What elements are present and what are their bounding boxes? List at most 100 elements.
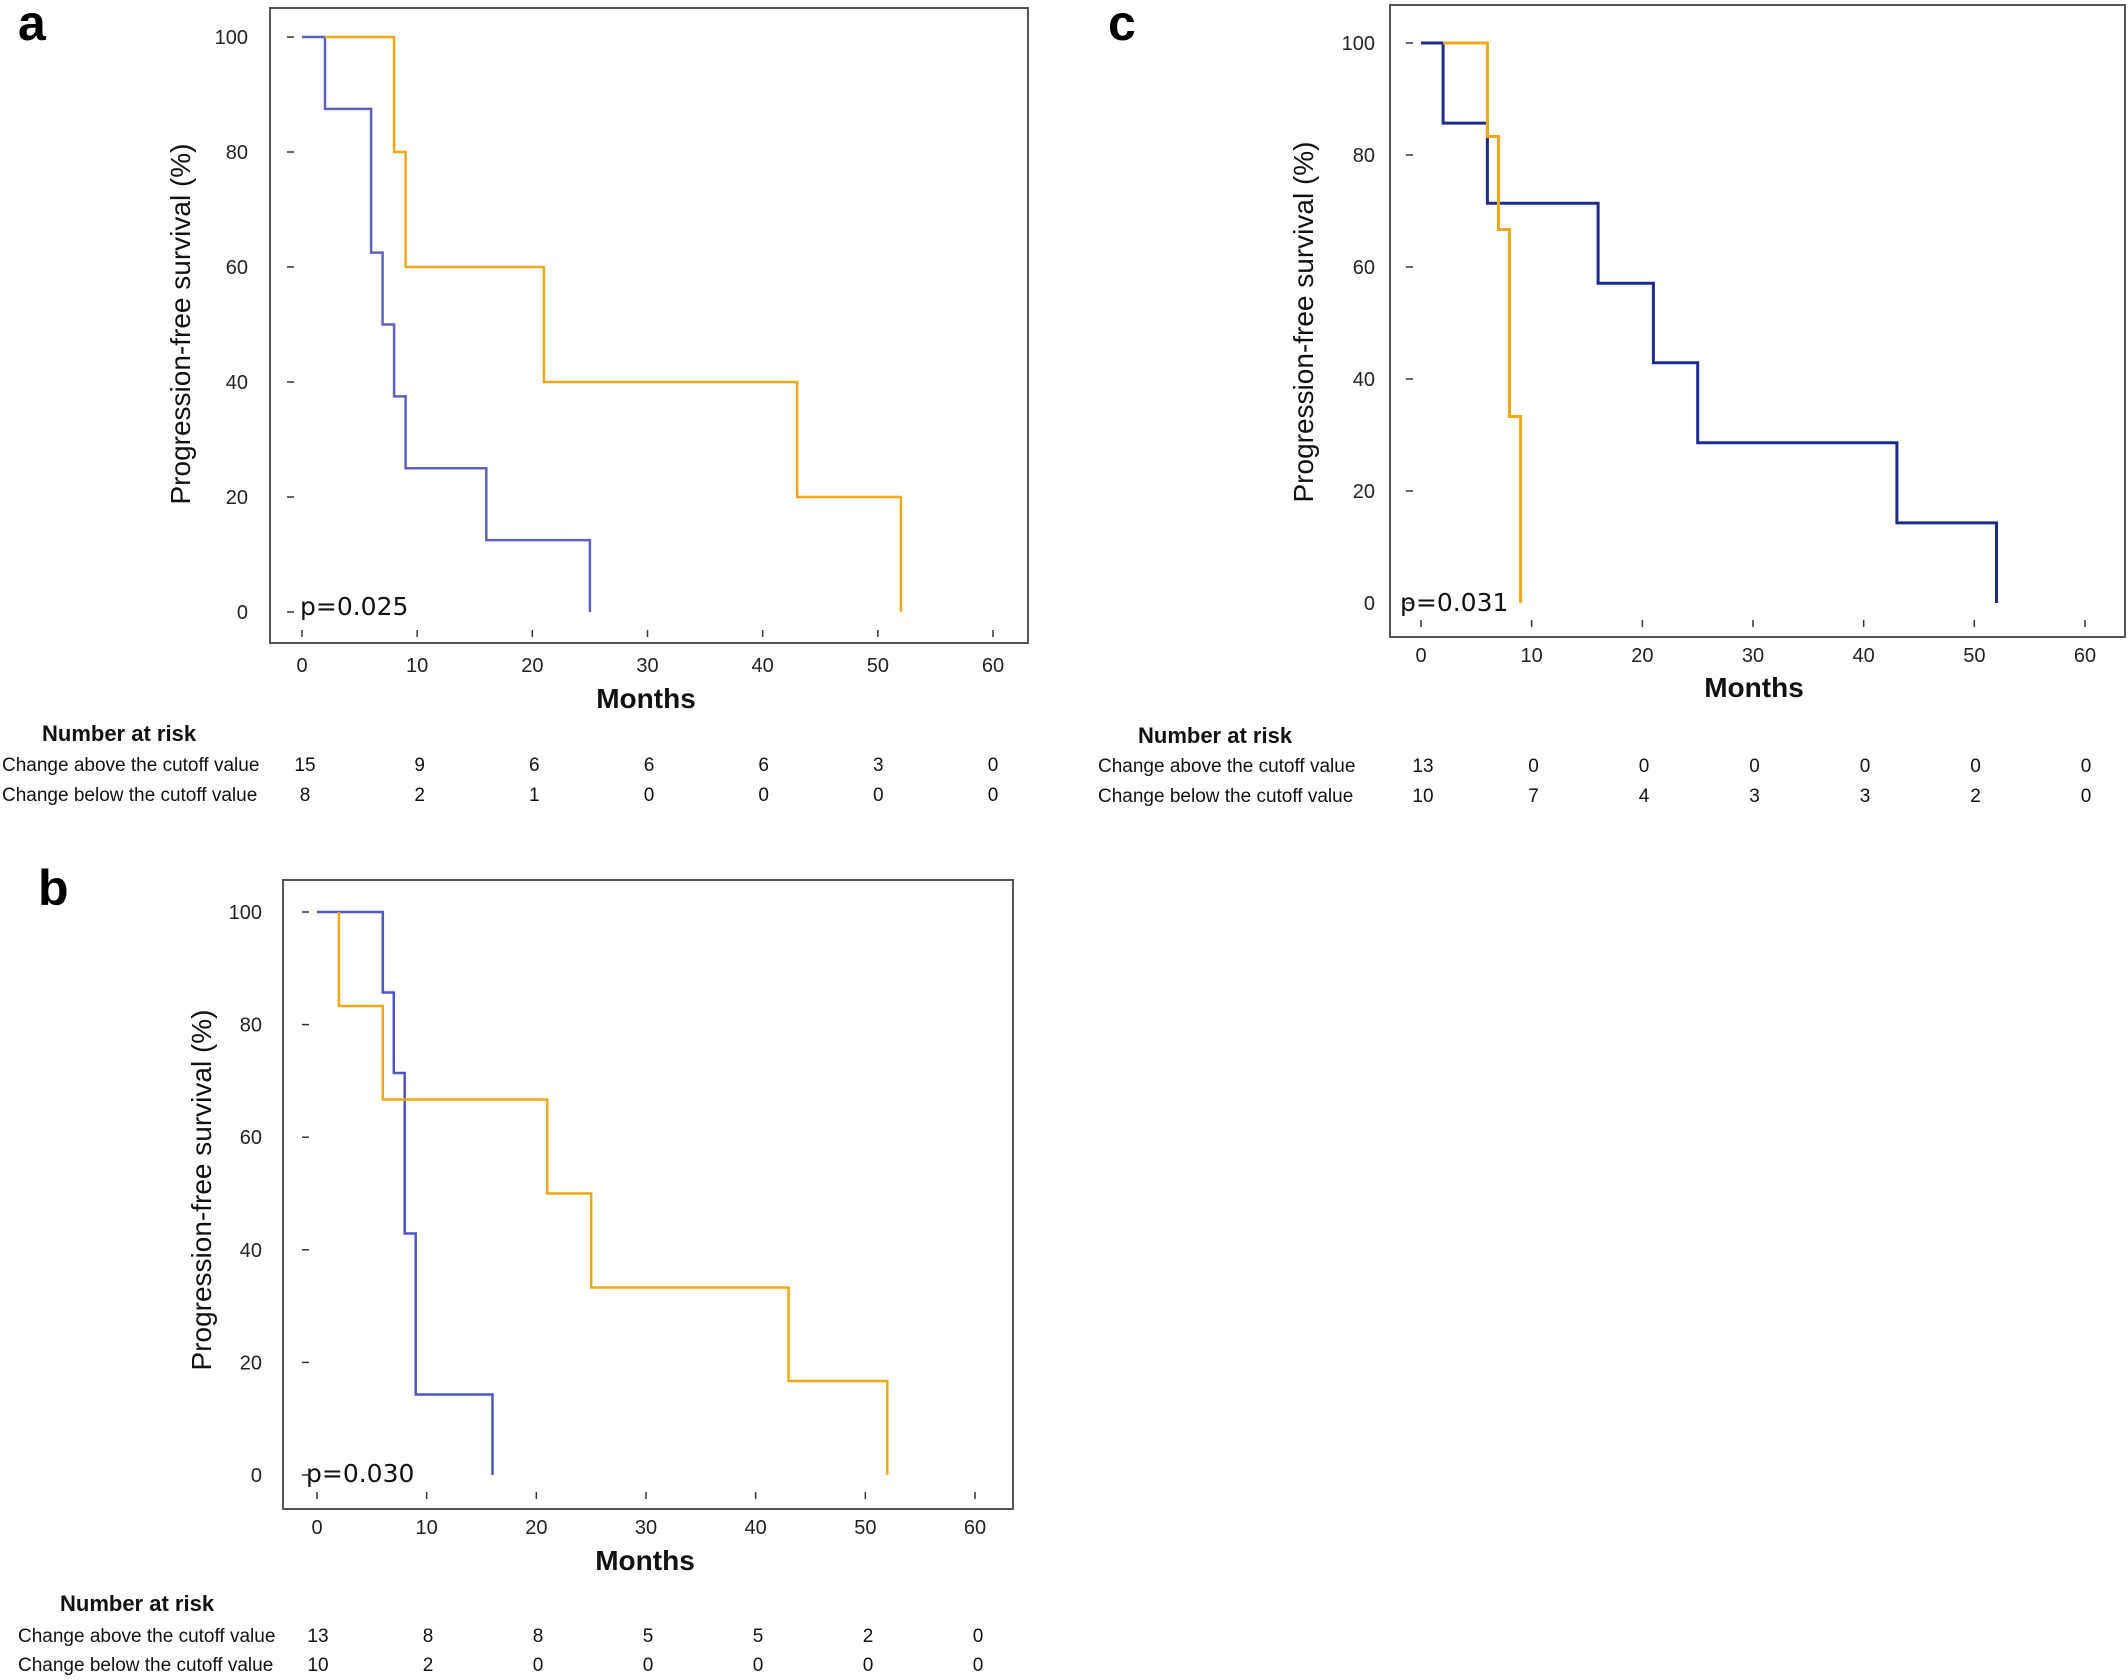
risk-count: 2 (863, 1626, 874, 1647)
risk-count: 0 (863, 1655, 874, 1676)
y-tick-label: 40 (226, 372, 248, 394)
risk-count: 5 (643, 1626, 654, 1647)
x-tick-label: 0 (311, 1517, 322, 1539)
panel-b-y-ticks: 0 20 40 60 80 100 (229, 902, 309, 1487)
panel-c-x-axis-title: Months (1704, 672, 1804, 703)
panel-a-risk-table: Number at risk Change above the cutoff v… (2, 721, 998, 806)
x-tick-label: 60 (2074, 645, 2096, 667)
risk-row-label: Change above the cutoff value (18, 1626, 275, 1647)
x-tick-label: 20 (1631, 645, 1653, 667)
risk-row-label: Change above the cutoff value (2, 755, 259, 776)
risk-count: 2 (1970, 786, 1981, 807)
x-tick-label: 50 (1963, 645, 1985, 667)
risk-table-header: Number at risk (42, 721, 197, 746)
risk-count: 9 (414, 755, 425, 776)
x-tick-label: 20 (521, 655, 543, 677)
risk-count: 2 (414, 785, 425, 806)
risk-count: 4 (1639, 786, 1650, 807)
risk-count: 6 (644, 755, 655, 776)
panel-b-risk-table: Number at risk Change above the cutoff v… (18, 1591, 983, 1676)
risk-count: 0 (2081, 786, 2092, 807)
panel-c-p-value: p=0.031 (1400, 588, 1508, 617)
risk-count: 8 (423, 1626, 434, 1647)
risk-count: 0 (1528, 756, 1539, 777)
risk-count: 0 (643, 1655, 654, 1676)
x-tick-label: 50 (867, 655, 889, 677)
survival-curve-below-cutoff (1421, 41, 1998, 603)
risk-count: 6 (529, 755, 540, 776)
risk-row-label: Change below the cutoff value (2, 785, 257, 806)
panel-b-p-value: p=0.030 (306, 1459, 414, 1488)
panel-b-x-ticks: 0 10 20 30 40 50 60 (311, 1492, 986, 1539)
y-tick-label: 0 (1364, 593, 1375, 615)
y-tick-label: 80 (226, 142, 248, 164)
risk-count: 0 (973, 1626, 984, 1647)
panel-a-x-ticks: 0 10 20 30 40 50 60 (296, 630, 1004, 677)
panel-a-p-value: p=0.025 (300, 592, 408, 621)
risk-count: 7 (1528, 786, 1539, 807)
y-tick-label: 40 (1353, 369, 1375, 391)
y-tick-label: 80 (1353, 145, 1375, 167)
risk-count: 13 (307, 1626, 328, 1647)
x-tick-label: 60 (982, 655, 1004, 677)
risk-count: 6 (758, 755, 769, 776)
panel-a-plot-frame (269, 7, 1029, 644)
survival-curve-below-cutoff (302, 35, 592, 612)
panel-b-plot-frame (282, 879, 1014, 1510)
y-tick-label: 20 (1353, 481, 1375, 503)
x-tick-label: 30 (635, 1517, 657, 1539)
panel-c-letter: c (1108, 0, 1136, 51)
panel-c-plot-frame (1389, 4, 2126, 638)
risk-count: 0 (1970, 756, 1981, 777)
y-tick-label: 60 (1353, 257, 1375, 279)
risk-count: 0 (1749, 756, 1760, 777)
panel-b-letter: b (38, 860, 69, 916)
panel-a-y-ticks: 0 20 40 60 80 100 (215, 27, 294, 624)
panel-a-series (302, 35, 903, 612)
panel-a-y-axis-title: Progression-free survival (%) (165, 144, 196, 505)
x-tick-label: 40 (752, 655, 774, 677)
survival-curve-above-cutoff (337, 912, 889, 1475)
panel-c-risk-table: Number at risk Change above the cutoff v… (1098, 723, 2091, 807)
risk-table-header: Number at risk (1138, 723, 1293, 748)
risk-count: 3 (873, 755, 884, 776)
x-tick-label: 40 (745, 1517, 767, 1539)
risk-count: 0 (873, 785, 884, 806)
y-tick-label: 60 (240, 1127, 262, 1149)
risk-table-header: Number at risk (60, 1591, 215, 1616)
risk-count: 1 (529, 785, 540, 806)
x-tick-label: 30 (636, 655, 658, 677)
risk-count: 10 (1412, 786, 1433, 807)
risk-count: 0 (2081, 756, 2092, 777)
risk-count: 0 (973, 1655, 984, 1676)
x-tick-label: 0 (296, 655, 307, 677)
y-tick-label: 60 (226, 257, 248, 279)
risk-row-label: Change below the cutoff value (18, 1655, 273, 1676)
x-tick-label: 50 (854, 1517, 876, 1539)
risk-count: 2 (423, 1655, 434, 1676)
y-tick-label: 20 (226, 487, 248, 509)
risk-count: 0 (1639, 756, 1650, 777)
panel-b-x-axis-title: Months (595, 1545, 695, 1576)
risk-count: 0 (988, 755, 999, 776)
y-tick-label: 40 (240, 1240, 262, 1262)
panel-b-series (317, 910, 889, 1475)
x-tick-label: 10 (416, 1517, 438, 1539)
y-tick-label: 0 (251, 1465, 262, 1487)
risk-count: 0 (1860, 756, 1871, 777)
panel-c-y-ticks: 0 20 40 60 80 100 (1342, 33, 1413, 615)
risk-count: 0 (988, 785, 999, 806)
x-tick-label: 10 (1521, 645, 1543, 667)
risk-count: 5 (753, 1626, 764, 1647)
risk-count: 13 (1412, 756, 1433, 777)
risk-count: 10 (307, 1655, 328, 1676)
panel-a-letter: a (18, 0, 47, 51)
x-tick-label: 0 (1415, 645, 1426, 667)
risk-count: 0 (758, 785, 769, 806)
y-tick-label: 80 (240, 1015, 262, 1037)
x-tick-label: 40 (1853, 645, 1875, 667)
